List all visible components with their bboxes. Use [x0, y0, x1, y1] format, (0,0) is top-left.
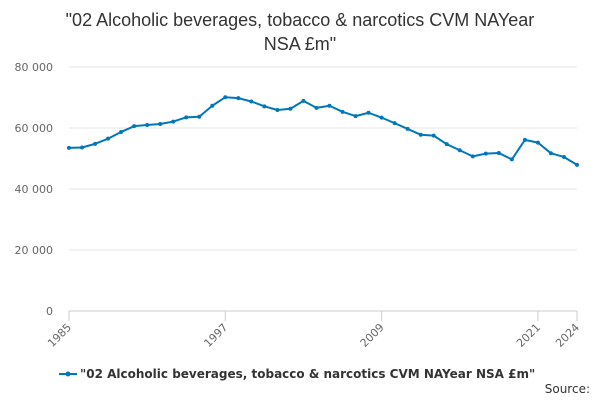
data-point[interactable]: [197, 114, 202, 119]
legend[interactable]: "02 Alcoholic beverages, tobacco & narco…: [59, 367, 535, 381]
data-point[interactable]: [535, 140, 540, 145]
y-tick-label: 40 000: [15, 183, 54, 196]
data-point[interactable]: [496, 151, 501, 156]
data-point[interactable]: [249, 99, 254, 104]
data-point[interactable]: [210, 103, 215, 108]
data-point[interactable]: [171, 119, 176, 124]
x-axis-ticks: [68, 311, 578, 321]
data-point[interactable]: [158, 122, 163, 127]
chart-title-line-2: NSA £m": [264, 34, 336, 54]
y-tick-label: 80 000: [15, 61, 54, 74]
data-point[interactable]: [93, 141, 98, 146]
data-point[interactable]: [444, 142, 449, 147]
data-point[interactable]: [262, 104, 267, 109]
data-point[interactable]: [575, 162, 579, 167]
chart-title-line-1: "02 Alcoholic beverages, tobacco & narco…: [66, 10, 535, 30]
data-point[interactable]: [327, 103, 332, 108]
y-tick-label: 0: [46, 305, 53, 318]
data-point[interactable]: [314, 105, 319, 110]
data-point[interactable]: [522, 137, 527, 142]
data-point[interactable]: [236, 96, 241, 101]
data-point[interactable]: [223, 95, 228, 100]
data-point[interactable]: [457, 148, 462, 153]
source-credit[interactable]: Source:: [545, 382, 590, 396]
data-point[interactable]: [67, 145, 71, 150]
data-point[interactable]: [561, 154, 566, 159]
data-point[interactable]: [184, 115, 189, 120]
data-point[interactable]: [288, 106, 293, 111]
data-point[interactable]: [353, 114, 358, 119]
data-point[interactable]: [509, 157, 514, 162]
data-point[interactable]: [275, 108, 280, 112]
data-point[interactable]: [301, 98, 306, 103]
data-point[interactable]: [392, 121, 397, 126]
data-point[interactable]: [132, 124, 137, 129]
y-tick-label: 20 000: [15, 244, 54, 257]
data-point[interactable]: [145, 122, 150, 127]
y-axis-labels: 0 20 000 40 000 60 000 80 000: [15, 61, 54, 318]
legend-label[interactable]: "02 Alcoholic beverages, tobacco & narco…: [80, 367, 535, 381]
data-point[interactable]: [431, 133, 436, 138]
legend-point-marker: [65, 371, 71, 377]
data-point[interactable]: [418, 132, 423, 137]
series-group: [67, 95, 579, 167]
y-tick-label: 60 000: [15, 122, 54, 135]
data-point[interactable]: [106, 136, 111, 141]
data-point[interactable]: [80, 145, 85, 150]
series-line: [68, 96, 578, 166]
data-point[interactable]: [379, 115, 384, 120]
y-grid-lines: [69, 66, 577, 251]
data-point[interactable]: [119, 129, 124, 134]
data-point[interactable]: [548, 151, 553, 156]
data-point[interactable]: [483, 151, 488, 156]
data-point[interactable]: [470, 154, 475, 159]
data-point[interactable]: [366, 110, 371, 115]
data-point[interactable]: [340, 109, 345, 114]
data-point[interactable]: [405, 126, 410, 131]
